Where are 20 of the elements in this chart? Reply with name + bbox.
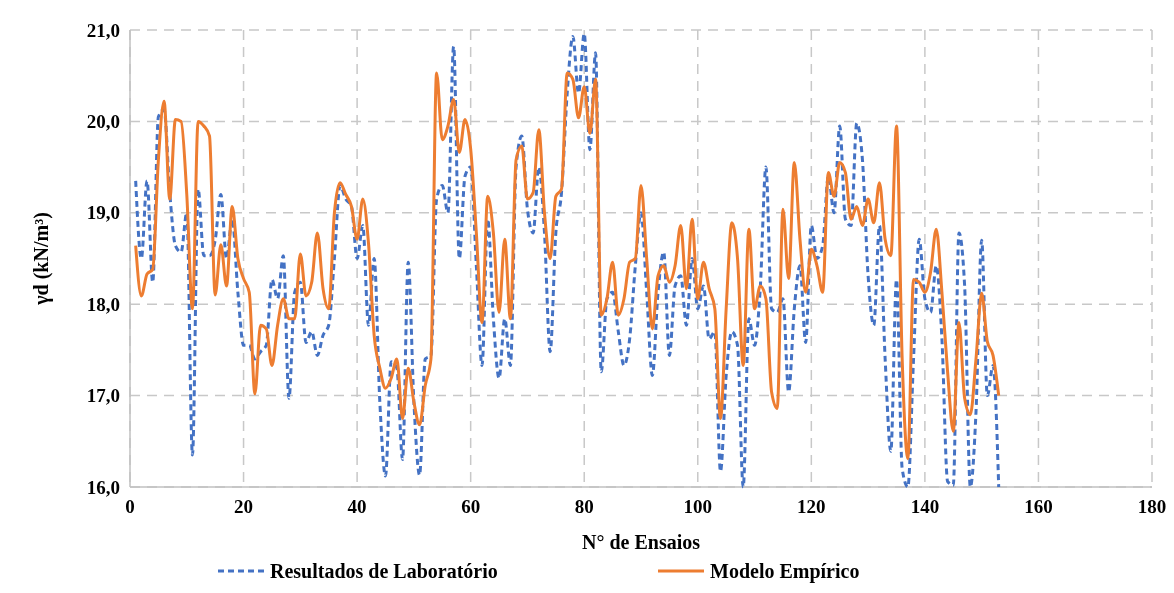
y-tick-label: 16,0 <box>86 476 120 498</box>
x-axis-title: N° de Ensaios <box>581 531 701 553</box>
x-tick-label: 20 <box>234 496 254 517</box>
y-tick-label: 18,0 <box>86 293 120 315</box>
x-tick-label: 80 <box>574 496 594 517</box>
x-tick-label: 0 <box>125 496 135 517</box>
y-tick-label: 21,0 <box>86 19 120 41</box>
y-axis-title: γd (kN/m³) <box>30 212 53 306</box>
legend-label: Modelo Empírico <box>710 560 860 583</box>
legend-label: Resultados de Laboratório <box>270 560 498 582</box>
x-tick-label: 140 <box>910 496 940 517</box>
y-tick-label: 17,0 <box>86 385 120 407</box>
x-tick-label: 100 <box>683 496 713 517</box>
x-tick-label: 40 <box>347 496 367 517</box>
x-tick-label: 60 <box>461 496 481 517</box>
y-tick-label: 19,0 <box>86 202 120 224</box>
y-tick-label: 20,0 <box>86 111 120 133</box>
x-tick-label: 180 <box>1137 496 1167 517</box>
x-tick-label: 120 <box>797 496 826 517</box>
x-tick-label: 160 <box>1024 496 1053 517</box>
